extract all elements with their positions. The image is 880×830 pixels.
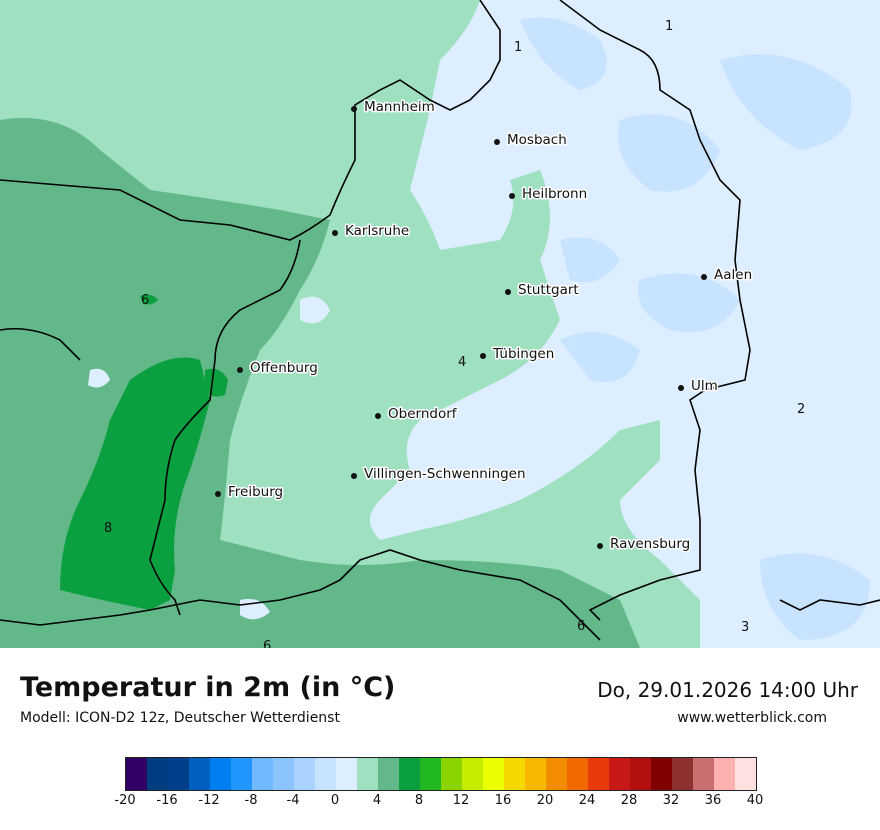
svg-text:Aalen: Aalen (714, 267, 752, 283)
isotherm-labels: 1 1 6 4 2 8 6 3 6 (104, 19, 805, 648)
colorbar-cell (714, 758, 735, 790)
isotherm-label: 1 (665, 19, 673, 34)
isotherm-label: 3 (741, 620, 749, 635)
city-freiburg[interactable]: Freiburg (215, 483, 285, 502)
colorbar-tick-label: 20 (536, 793, 554, 808)
colorbar-cell (672, 758, 693, 790)
colorbar-cell (525, 758, 546, 790)
colorbar-tick-label: -8 (244, 793, 258, 808)
city-ulm[interactable]: Ulm (678, 377, 719, 396)
isotherm-label: 1 (514, 40, 522, 55)
city-mannheim[interactable]: Mannheim (351, 98, 436, 117)
svg-text:Karlsruhe: Karlsruhe (345, 223, 409, 239)
colorbar-cell (588, 758, 609, 790)
colorbar-tick-label: 36 (704, 793, 722, 808)
city-stuttgart[interactable]: Stuttgart (505, 281, 580, 300)
isotherm-label: 6 (577, 619, 585, 634)
colorbar-cell (609, 758, 630, 790)
isotherm-label: 2 (797, 402, 805, 417)
colorbar-cell (420, 758, 441, 790)
colorbar-cell (483, 758, 504, 790)
city-mosbach[interactable]: Mosbach (494, 131, 568, 150)
colorbar-tick-label: -20 (114, 793, 136, 808)
colorbar-cell (168, 758, 189, 790)
colorbar-tick-label: 4 (372, 793, 382, 808)
model-source: Modell: ICON-D2 12z, Deutscher Wetterdie… (20, 710, 340, 726)
colorbar-cell (399, 758, 420, 790)
colorbar-tick-label: -16 (156, 793, 178, 808)
colorbar-tick-label: 40 (746, 793, 764, 808)
colorbar-legend (125, 757, 757, 791)
svg-text:Ravensburg: Ravensburg (610, 536, 690, 552)
svg-text:Ulm: Ulm (691, 378, 718, 394)
colorbar-cell (567, 758, 588, 790)
colorbar-cell (336, 758, 357, 790)
temp-zone-6-8 (60, 357, 210, 610)
city-tuebingen[interactable]: Tübingen (480, 345, 556, 364)
svg-text:Villingen-Schwenningen: Villingen-Schwenningen (364, 466, 526, 482)
colorbar-cell (315, 758, 336, 790)
temperature-map: Mannheim Mosbach Heilbronn Karlsruhe Aal… (0, 0, 880, 648)
svg-text:Tübingen: Tübingen (492, 346, 554, 362)
colorbar-cell (462, 758, 483, 790)
colorbar-cell (441, 758, 462, 790)
colorbar-cell (735, 758, 756, 790)
colorbar-cell (630, 758, 651, 790)
colorbar-tick-label: -12 (198, 793, 220, 808)
colorbar-cell (231, 758, 252, 790)
colorbar-tick-label: -4 (286, 793, 300, 808)
svg-text:Heilbronn: Heilbronn (522, 186, 587, 202)
colorbar-cell (294, 758, 315, 790)
colorbar-cell (252, 758, 273, 790)
isotherm-label: 6 (141, 293, 149, 308)
isotherm-label: 6 (263, 639, 271, 648)
city-villingen-schwenningen[interactable]: Villingen-Schwenningen (351, 465, 527, 484)
colorbar-tick-label: 12 (452, 793, 470, 808)
city-aalen[interactable]: Aalen (701, 266, 754, 285)
colorbar-cell (651, 758, 672, 790)
svg-text:Oberndorf: Oberndorf (388, 406, 458, 422)
colorbar-tick-label: 28 (620, 793, 638, 808)
forecast-datetime: Do, 29.01.2026 14:00 Uhr (597, 678, 858, 702)
colorbar-cell (147, 758, 168, 790)
colorbar-tick-label: 24 (578, 793, 596, 808)
temp-zone-minus2-0 (520, 17, 870, 640)
city-markers: Mannheim Mosbach Heilbronn Karlsruhe Aal… (215, 98, 754, 554)
svg-text:Mosbach: Mosbach (507, 132, 567, 148)
colorbar-cell (126, 758, 147, 790)
temp-zone-light-patches (88, 296, 330, 620)
svg-text:Freiburg: Freiburg (228, 484, 283, 500)
temp-zone-6-8c (140, 294, 158, 305)
svg-text:Stuttgart: Stuttgart (518, 282, 579, 298)
colorbar-tick-label: 0 (330, 793, 340, 808)
colorbar-tick-label: 16 (494, 793, 512, 808)
colorbar-cell (693, 758, 714, 790)
city-oberndorf[interactable]: Oberndorf (375, 405, 459, 424)
chart-title: Temperatur in 2m (in °C) (20, 672, 396, 703)
colorbar-cell (504, 758, 525, 790)
colorbar-cell (210, 758, 231, 790)
colorbar-cell (273, 758, 294, 790)
colorbar-cell (357, 758, 378, 790)
colorbar-tick-label: 32 (662, 793, 680, 808)
colorbar-cell (189, 758, 210, 790)
colorbar-cell (546, 758, 567, 790)
svg-text:Mannheim: Mannheim (364, 99, 435, 115)
state-borders (0, 0, 880, 641)
svg-text:Offenburg: Offenburg (250, 360, 318, 376)
isotherm-label: 4 (458, 355, 466, 370)
isotherm-label: 8 (104, 521, 112, 536)
colorbar-tick-label: 8 (414, 793, 424, 808)
city-ravensburg[interactable]: Ravensburg (597, 535, 692, 554)
colorbar-cell (378, 758, 399, 790)
city-karlsruhe[interactable]: Karlsruhe (332, 222, 411, 241)
city-heilbronn[interactable]: Heilbronn (509, 185, 589, 204)
city-offenburg[interactable]: Offenburg (237, 359, 319, 378)
site-url[interactable]: www.wetterblick.com (677, 710, 827, 726)
colorbar-ticks: -20 -16 -12 -8 -4 0 4 8 12 16 20 24 28 32 36 40 (114, 793, 763, 821)
